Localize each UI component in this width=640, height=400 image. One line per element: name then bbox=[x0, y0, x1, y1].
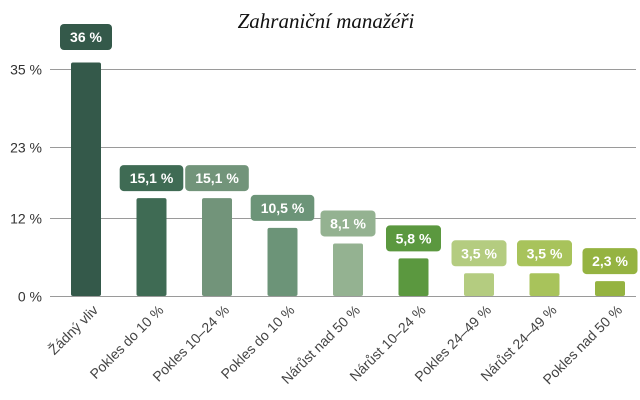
data-label: 8,1 % bbox=[320, 210, 376, 237]
bar bbox=[202, 198, 232, 296]
data-label-box bbox=[386, 225, 441, 252]
data-labels: 36 % 15,1 % 15,1 % 10,5 % 8,1 % 5,8 % 3,5 % 3,5… bbox=[60, 24, 638, 275]
data-label-text: 36 % bbox=[70, 29, 102, 45]
bar bbox=[136, 198, 167, 296]
bars bbox=[71, 62, 625, 297]
data-label-box bbox=[185, 165, 249, 192]
data-label-box bbox=[320, 210, 376, 237]
data-label-text: 15,1 % bbox=[195, 170, 239, 186]
y-tick-label: 0 % bbox=[18, 289, 42, 305]
bar bbox=[529, 273, 560, 296]
bar bbox=[464, 273, 494, 296]
bar bbox=[333, 243, 363, 296]
y-tick-label: 12 % bbox=[10, 211, 42, 227]
data-label-text: 3,5 % bbox=[461, 245, 497, 261]
data-label: 36 % bbox=[60, 24, 112, 50]
data-label-text: 15,1 % bbox=[130, 170, 174, 186]
y-axis-tick-labels: 0 % 12 % 23 % 35 % bbox=[10, 62, 42, 305]
data-label-text: 8,1 % bbox=[330, 215, 366, 231]
data-label: 5,8 % bbox=[386, 225, 441, 252]
bar bbox=[398, 258, 429, 296]
bar bbox=[267, 227, 298, 296]
data-label-box bbox=[119, 165, 184, 192]
data-label: 2,3 % bbox=[582, 248, 638, 275]
chart-title: Zahraniční manažéři bbox=[238, 9, 415, 33]
data-label-text: 5,8 % bbox=[396, 230, 432, 246]
data-label-box bbox=[451, 240, 507, 267]
data-label-box bbox=[582, 248, 638, 275]
data-label: 3,5 % bbox=[517, 240, 572, 267]
data-label: 15,1 % bbox=[185, 165, 249, 192]
data-label-box bbox=[517, 240, 572, 267]
data-label-box bbox=[60, 24, 112, 50]
data-label-box bbox=[250, 194, 315, 221]
bar bbox=[595, 281, 625, 296]
data-label-text: 10,5 % bbox=[261, 200, 305, 216]
data-label: 15,1 % bbox=[119, 165, 184, 192]
data-label-text: 3,5 % bbox=[527, 245, 563, 261]
data-label: 10,5 % bbox=[250, 194, 315, 221]
y-tick-label: 23 % bbox=[10, 140, 42, 156]
y-tick-label: 35 % bbox=[10, 62, 42, 78]
bar bbox=[71, 62, 101, 297]
x-category-label: Žádný vliv bbox=[45, 302, 101, 358]
data-label: 3,5 % bbox=[451, 240, 507, 267]
data-label-text: 2,3 % bbox=[592, 253, 628, 269]
